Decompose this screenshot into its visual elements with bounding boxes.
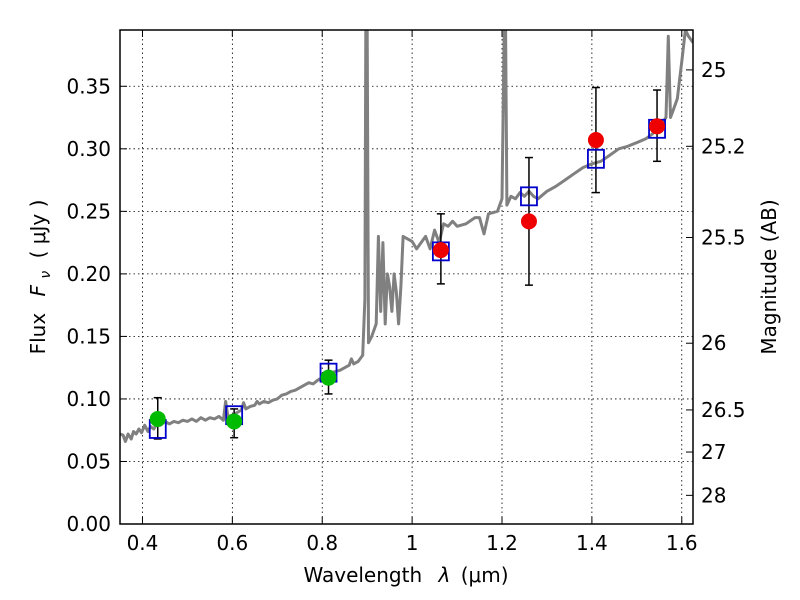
y2-tick-label: 27 [701,440,726,464]
y-tick-label: 0.15 [66,324,111,348]
y2-tick-label: 25 [701,58,726,82]
model-box-marker [587,148,605,169]
x-axis-label-symbol: λ [438,563,451,587]
y-tick-label: 0.05 [66,449,111,473]
x-axis-label-prefix: Wavelength [303,563,422,587]
y-tick-label: 0.35 [66,74,111,98]
observed-point-group [149,118,666,430]
x-tick-label: 0.4 [127,531,159,555]
y-axis-ticks: 0.00 0.05 0.10 0.15 0.20 0.25 0.30 0.35 [66,74,127,536]
y-axis-label: Flux F ν ( μJy ) [26,200,55,355]
x-tick-label: 1 [406,531,419,555]
y2-tick-label: 26 [701,331,726,355]
y-axis-label-symbol: F [26,284,50,296]
nir-data-point [649,118,666,135]
optical-data-point [226,413,243,430]
x-tick-label: 0.6 [216,531,248,555]
x-axis-label-unit: (μm) [461,563,509,587]
x-tick-label: 0.8 [306,531,338,555]
y-axis-label-unit: ( μJy ) [26,200,50,259]
y-tick-label: 0.00 [66,512,111,536]
x-axis-label: Wavelength λ (μm) [303,563,508,587]
plot-background [120,30,693,524]
y2-axis-label: Magnitude (AB) [757,199,781,354]
optical-data-point [149,410,166,427]
x-axis-ticks: 0.4 0.6 0.8 1 1.2 1.4 1.6 [127,30,698,555]
nir-data-point [587,132,604,149]
y-tick-label: 0.20 [66,262,111,286]
nir-data-point [520,213,537,230]
y-tick-label: 0.10 [66,387,111,411]
y-tick-label: 0.30 [66,137,111,161]
x-tick-label: 1.4 [576,531,608,555]
x-tick-label: 1.6 [666,531,698,555]
y2-tick-label: 26.5 [701,398,746,422]
nir-data-point [432,242,449,259]
x-tick-label: 1.2 [486,531,518,555]
y-axis-label-prefix: Flux [26,313,50,355]
template-spectrum-line [120,30,693,443]
y2-tick-label: 28 [701,483,726,507]
plot-frame [119,29,694,525]
grid-lines [120,30,693,525]
y2-tick-label: 25.2 [701,134,746,158]
y2-tick-label: 25.5 [701,225,746,249]
y-tick-label: 0.25 [66,199,111,223]
y2-axis-ticks: 25 25.2 25.5 26 26.5 27 28 [686,58,746,507]
model-box-marker [520,186,538,207]
optical-data-point [320,369,337,386]
y-axis-label-subscript: ν [38,271,54,279]
